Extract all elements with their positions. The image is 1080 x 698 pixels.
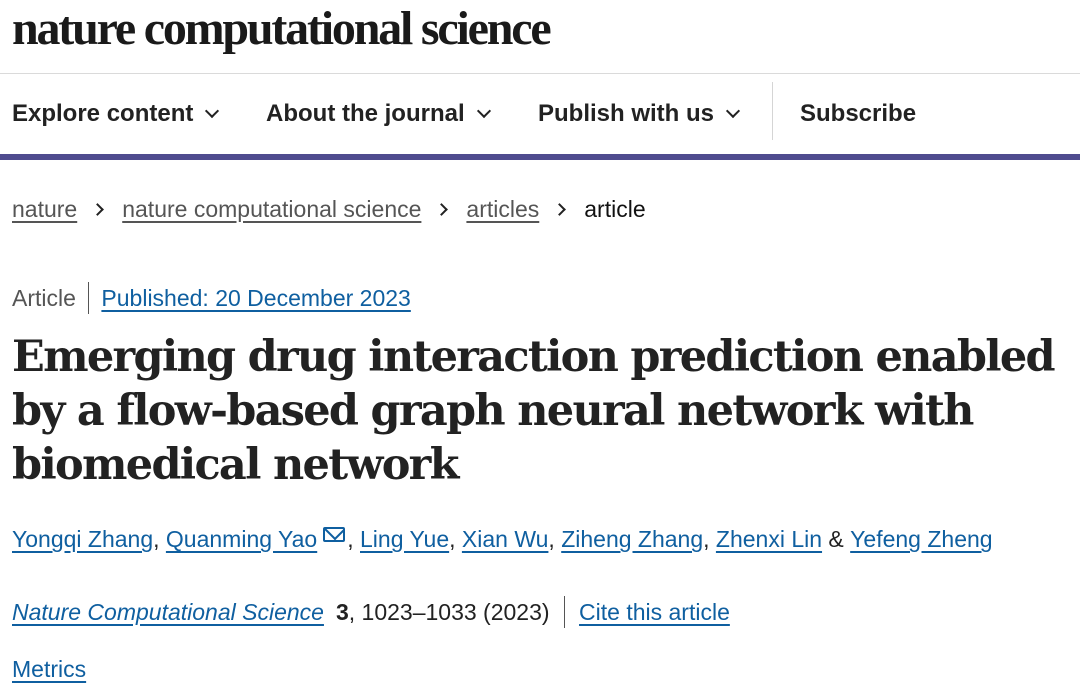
breadcrumb: nature nature computational science arti… — [12, 196, 646, 223]
nav-explore-content[interactable]: Explore content — [12, 74, 220, 154]
chevron-right-icon — [91, 203, 105, 216]
author-link[interactable]: Yongqi Zhang — [12, 526, 154, 552]
mail-icon[interactable] — [323, 527, 346, 542]
author-last-separator: & — [822, 526, 851, 552]
chevron-down-icon — [476, 103, 491, 119]
author-separator: , — [449, 526, 462, 552]
author-link[interactable]: Yefeng Zheng — [850, 526, 993, 552]
author-separator: , — [548, 526, 562, 552]
citation-line: Nature Computational Science 3 , 1023–10… — [12, 596, 730, 628]
breadcrumb-link-nature[interactable]: nature — [12, 196, 78, 222]
nav-publish-with-us[interactable]: Publish with us — [538, 74, 741, 154]
nav-about-journal[interactable]: About the journal — [266, 74, 491, 154]
author-link[interactable]: Ziheng Zhang — [561, 526, 704, 552]
nav-label: About the journal — [266, 100, 465, 127]
author-separator: , — [153, 526, 166, 552]
pages-year: , 1023–1033 (2023) — [348, 598, 550, 625]
breadcrumb-link-journal[interactable]: nature computational science — [122, 196, 422, 222]
site-header: nature computational science — [0, 0, 1080, 74]
author-list: Yongqi Zhang, Quanming Yao, Ling Yue, Xi… — [12, 526, 993, 553]
published-date-link[interactable]: Published: 20 December 2023 — [101, 284, 411, 311]
nav-divider — [772, 82, 773, 140]
author-separator: , — [703, 526, 716, 552]
article-title: Emerging drug interaction prediction ena… — [12, 332, 1056, 490]
nav-label: Subscribe — [800, 100, 917, 127]
chevron-right-icon — [435, 203, 449, 216]
author-link[interactable]: Ling Yue — [360, 526, 450, 552]
breadcrumb-link-articles[interactable]: articles — [466, 196, 540, 222]
citation-divider — [563, 596, 566, 628]
nav-label: Publish with us — [538, 100, 715, 127]
author-link[interactable]: Quanming Yao — [165, 526, 318, 552]
article-type: Article — [12, 284, 76, 311]
chevron-down-icon — [725, 103, 741, 119]
cite-article-link[interactable]: Cite this article — [579, 598, 730, 625]
journal-name-link[interactable]: Nature Computational Science — [12, 598, 324, 625]
volume-number: 3 — [335, 598, 349, 625]
chevron-right-icon — [553, 203, 567, 216]
meta-divider — [87, 282, 90, 314]
author-separator: , — [347, 526, 360, 552]
nav-subscribe[interactable]: Subscribe — [800, 74, 916, 154]
metrics-link[interactable]: Metrics — [12, 656, 87, 682]
breadcrumb-current: article — [584, 196, 646, 222]
journal-logo[interactable]: nature computational science — [12, 2, 552, 55]
main-nav: Explore content About the journal Publis… — [0, 74, 1080, 160]
article-meta: Article Published: 20 December 2023 — [12, 282, 411, 314]
nav-label: Explore content — [12, 100, 194, 127]
author-link[interactable]: Zhenxi Lin — [715, 526, 823, 552]
author-link[interactable]: Xian Wu — [461, 526, 549, 552]
chevron-down-icon — [205, 103, 220, 119]
